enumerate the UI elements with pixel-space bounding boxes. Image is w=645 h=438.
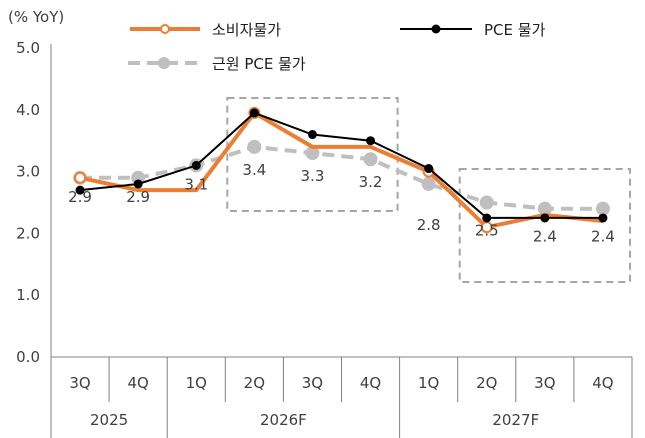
point-pce: [482, 213, 492, 223]
legend-label-pce: PCE 물가: [484, 21, 546, 39]
point-pce: [133, 179, 143, 189]
point-core-pce: [537, 201, 552, 216]
x-tick-label: 4Q: [127, 374, 148, 392]
point-core-pce: [363, 152, 378, 167]
x-tick-label: 3Q: [534, 374, 555, 392]
data-label-core-pce: 2.5: [475, 222, 499, 240]
legend-marker-pce: [431, 24, 441, 34]
point-core-pce: [595, 201, 610, 216]
x-tick-label: 1Q: [186, 374, 207, 392]
legend-marker-core-pce: [158, 57, 170, 69]
x-tick-label: 2Q: [244, 374, 265, 392]
x-tick-label: 3Q: [69, 374, 90, 392]
highlight-box: [458, 168, 632, 283]
legend-marker-cpi: [160, 24, 170, 34]
data-label-core-pce: 3.4: [242, 161, 266, 179]
point-core-pce: [479, 195, 494, 210]
point-pce: [191, 160, 201, 170]
point-pce: [75, 185, 85, 195]
y-tick-label: 0.0: [16, 348, 40, 366]
legend-item-core-pce: 근원 PCE 물가: [128, 55, 306, 73]
point-pce: [366, 136, 376, 146]
y-tick-label: 2.0: [16, 224, 40, 242]
data-label-core-pce: 3.2: [359, 173, 383, 191]
highlight-boxes: [226, 97, 632, 283]
data-label-core-pce: 2.9: [68, 188, 92, 206]
legend-label-cpi: 소비자물가: [212, 21, 281, 39]
point-pce: [540, 213, 550, 223]
series-layer: [73, 106, 610, 234]
point-pce: [598, 213, 608, 223]
year-label: 2027F: [492, 411, 539, 429]
point-pce: [249, 108, 259, 118]
x-tick-label: 4Q: [592, 374, 613, 392]
data-label-core-pce: 2.4: [533, 228, 557, 246]
x-tick-label: 4Q: [360, 374, 381, 392]
data-label-core-pce: 2.8: [417, 216, 441, 234]
x-tick-label: 3Q: [302, 374, 323, 392]
series-line-pce: [79, 111, 603, 219]
x-axis: 3Q 4Q 1Q 2Q 3Q 4Q 1Q 2Q 3Q 4Q 2025 2026F 2027F: [50, 357, 633, 438]
point-cpi: [74, 171, 87, 184]
data-label-core-pce: 3.1: [184, 175, 208, 193]
legend-item-pce: PCE 물가: [400, 21, 546, 39]
x-tick-label: 1Q: [418, 374, 439, 392]
point-pce: [307, 130, 317, 140]
data-label-core-pce: 2.4: [591, 228, 615, 246]
legend: 소비자물가 PCE 물가 근원 PCE 물가: [128, 21, 546, 73]
point-core-pce: [421, 176, 436, 191]
data-labels: 2.9 2.9 3.1 3.4 3.3 3.2 2.8 2.5 2.4 2.4: [68, 161, 615, 246]
y-tick-label: 1.0: [16, 286, 40, 304]
x-tick-label: 2Q: [476, 374, 497, 392]
highlight-box: [226, 97, 399, 212]
point-pce: [424, 164, 434, 174]
point-core-pce: [305, 146, 320, 161]
point-core-pce: [247, 139, 262, 154]
series-line-core-pce: [80, 144, 603, 211]
series-line-cpi: [79, 110, 604, 230]
data-label-core-pce: 2.9: [126, 188, 150, 206]
unit-label: (% YoY): [8, 8, 64, 26]
y-tick-label: 4.0: [16, 101, 40, 119]
legend-item-cpi: 소비자물가: [130, 21, 281, 39]
year-label: 2026F: [260, 411, 307, 429]
year-label: 2025: [90, 411, 128, 429]
y-tick-label: 5.0: [16, 39, 40, 57]
y-axis-ticks: 0.0 1.0 2.0 3.0 4.0 5.0: [16, 39, 40, 366]
data-label-core-pce: 3.3: [301, 167, 325, 185]
legend-label-core-pce: 근원 PCE 물가: [212, 55, 306, 73]
y-tick-label: 3.0: [16, 163, 40, 181]
